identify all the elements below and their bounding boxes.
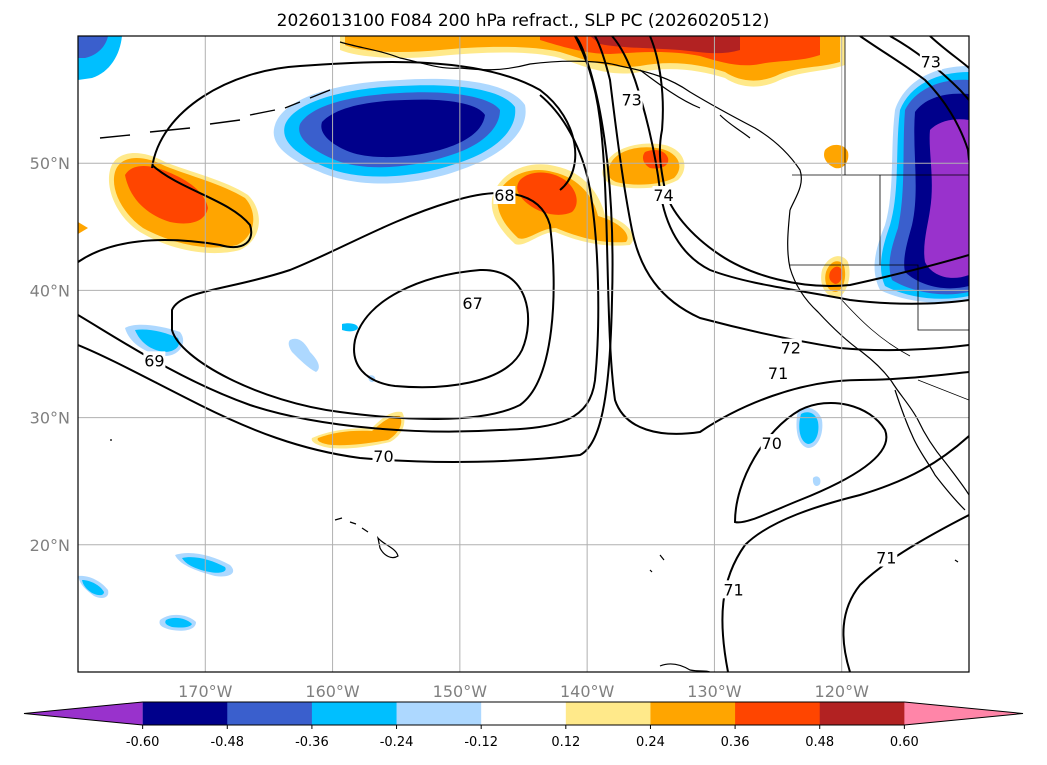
colorbar-segment [735, 702, 821, 725]
contour-label-bg [372, 446, 395, 465]
contour-67 [353, 268, 529, 389]
contour-label: 71 [768, 364, 788, 383]
colorbar: -0.60 -0.48 -0.36 -0.24 -0.12 0.12 0.24 0.36 0.4… [23, 701, 1024, 750]
colorbar-segment [311, 702, 398, 725]
colorbar-tick-label: -0.24 [380, 735, 414, 750]
colorbar-segment [481, 702, 567, 725]
contour-label: 67 [462, 294, 482, 313]
grid-layer [78, 36, 969, 672]
x-axis-tick-labels: 170°W 160°W 150°W 140°W 130°W 120°W [178, 682, 869, 701]
contour-72-ne [859, 36, 969, 161]
y-tick-label: 50°N [30, 154, 70, 173]
contour-label-layer: 67 68 69 70 70 71 71 71 72 73 73 74 [143, 52, 942, 599]
x-tick-label: 150°W [433, 682, 488, 701]
contour-label: 74 [653, 186, 673, 205]
x-tick-label: 130°W [687, 682, 742, 701]
contour-label-bg [760, 434, 783, 453]
contour-label-bg [461, 294, 484, 313]
contour-label-bg [767, 364, 790, 383]
plot-frame [77, 35, 970, 673]
contour-label: 68 [494, 186, 514, 205]
colorbar-segment [819, 702, 905, 725]
x-tick-label: 140°W [560, 682, 615, 701]
contour-label-bg [875, 548, 898, 567]
contour-label: 73 [921, 52, 941, 71]
contour-71 [574, 36, 969, 435]
y-tick-label: 20°N [30, 536, 70, 555]
x-tick-label: 170°W [178, 682, 233, 701]
contour-74-ne [929, 36, 969, 69]
contour-label-bg [620, 90, 643, 109]
colorbar-tick-label: -0.60 [126, 735, 160, 750]
contour-70 [78, 36, 614, 463]
slp-contour-layer [78, 36, 969, 672]
contour-71-se [842, 514, 969, 672]
colorbar-extend-low [24, 702, 143, 725]
contour-71-south [721, 435, 969, 672]
contour-label: 73 [622, 91, 642, 110]
colorbar-extend-high [904, 702, 1023, 725]
contour-label: 72 [781, 339, 801, 358]
colorbar-segment [142, 702, 228, 725]
colorbar-segment [227, 702, 313, 725]
colorbar-tick-label: -0.12 [464, 735, 498, 750]
contour-label: 71 [876, 549, 896, 568]
contour-label-bg [722, 580, 745, 599]
contour-label-bg [652, 186, 675, 204]
chart-title: 2026013100 F084 200 hPa refract., SLP PC… [277, 11, 770, 31]
contour-68-north [151, 60, 577, 191]
anomaly-fill-layer [78, 36, 969, 631]
contour-68 [171, 192, 555, 420]
contour-69 [78, 94, 600, 433]
y-tick-label: 40°N [30, 281, 70, 300]
colorbar-tick-label: -0.48 [210, 735, 244, 750]
contour-label: 69 [144, 351, 164, 370]
contour-label-bg [143, 351, 166, 370]
colorbar-tick-label: 0.12 [551, 735, 580, 750]
colorbar-segment [396, 702, 482, 725]
y-tick-label: 30°N [30, 409, 70, 428]
colorbar-segment [650, 702, 736, 725]
colorbar-segment [565, 702, 651, 725]
contour-label: 70 [762, 434, 782, 453]
colorbar-tick-label: 0.60 [890, 735, 919, 750]
x-tick-label: 120°W [815, 682, 870, 701]
map-area: 67 68 69 70 70 71 71 71 72 73 73 74 [78, 36, 969, 672]
x-tick-label: 160°W [305, 682, 360, 701]
contour-73 [611, 36, 969, 305]
colorbar-tick-label: -0.36 [295, 735, 329, 750]
contour-label: 70 [373, 447, 393, 466]
colorbar-tick-label: 0.36 [721, 735, 750, 750]
colorbar-tick-label: 0.24 [636, 735, 665, 750]
contour-label: 71 [723, 580, 743, 599]
contour-label-bg [919, 52, 942, 71]
colorbar-tick-label: 0.48 [805, 735, 834, 750]
y-axis-tick-labels: 50°N 40°N 30°N 20°N [30, 154, 70, 555]
contour-72 [594, 36, 969, 352]
contour-label-bg [493, 186, 516, 204]
contour-label-bg [779, 338, 802, 357]
contour-69-west [78, 164, 253, 263]
contour-74 [649, 36, 969, 287]
